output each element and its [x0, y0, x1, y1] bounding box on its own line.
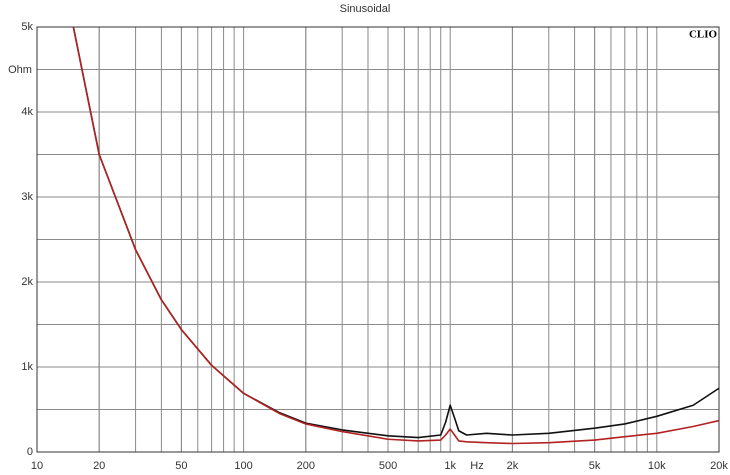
x-tick-label: 100: [234, 460, 252, 472]
chart-title: Sinusoidal: [340, 3, 391, 15]
x-axis-label: Hz: [470, 460, 483, 472]
y-tick-label: 2k: [21, 276, 33, 288]
data-line: [72, 26, 720, 439]
x-tick-label: 200: [297, 460, 315, 472]
x-tick-label: 5k: [589, 460, 601, 472]
y-tick-label: 3k: [21, 191, 33, 203]
x-tick-label: 10: [31, 460, 43, 472]
x-tick-label: 50: [175, 460, 187, 472]
x-tick-label: 500: [379, 460, 397, 472]
y-tick-label: 5k: [21, 21, 33, 33]
x-tick-label: 10k: [648, 460, 666, 472]
x-tick-label: 2k: [507, 460, 519, 472]
y-tick-label: 1k: [21, 361, 33, 373]
y-tick-label: 4k: [21, 106, 33, 118]
x-tick-label: 20: [93, 460, 105, 472]
x-tick-label: 20k: [710, 460, 728, 472]
brand: CLIO: [689, 29, 718, 41]
y-tick-label: 0: [27, 446, 33, 458]
data-line: [72, 26, 720, 445]
x-tick-label: 1k: [444, 460, 456, 472]
plot-frame: [36, 26, 720, 453]
y-axis-label: Ohm: [8, 64, 32, 76]
